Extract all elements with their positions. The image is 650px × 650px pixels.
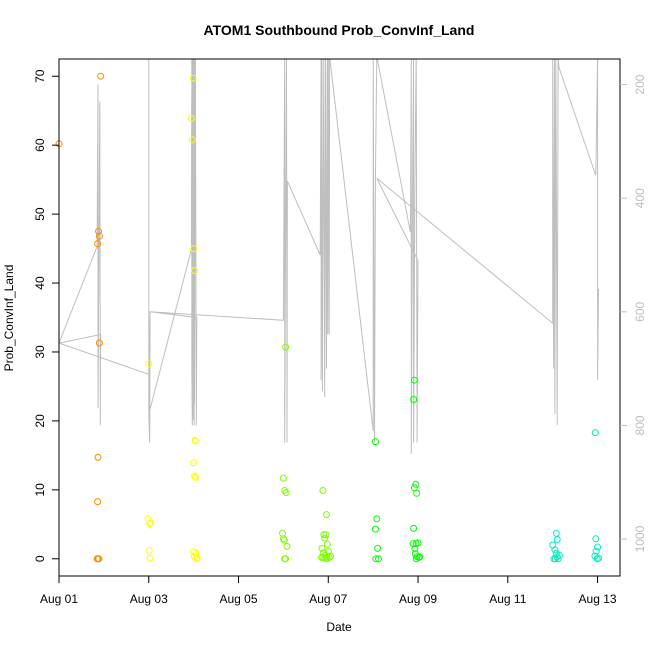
- data-point: [191, 267, 198, 275]
- data-point: [410, 376, 418, 384]
- data-point: [412, 480, 420, 488]
- data-point: [192, 555, 200, 563]
- x-tick-label: Aug 07: [309, 592, 347, 606]
- data-point: [591, 429, 599, 437]
- x-axis-label: Date: [326, 620, 352, 634]
- data-point: [321, 534, 329, 542]
- data-point: [551, 546, 559, 554]
- data-point: [322, 531, 330, 539]
- data-point: [97, 72, 105, 80]
- data-point: [95, 339, 103, 347]
- data-point: [279, 474, 287, 482]
- y-tick-label: 60: [33, 138, 47, 152]
- data-point: [319, 487, 327, 494]
- y-tick-label: 70: [33, 69, 47, 83]
- x-tick-label: Aug 09: [399, 592, 437, 606]
- data-point: [190, 459, 198, 467]
- data-point: [371, 525, 379, 533]
- y2-tick-label: 400: [633, 188, 647, 208]
- data-point: [187, 114, 195, 122]
- data-point: [95, 555, 103, 563]
- trace-line: [59, 59, 599, 454]
- x-tick-label: Aug 11: [489, 592, 526, 606]
- data-point: [592, 535, 600, 543]
- data-point: [323, 540, 331, 548]
- data-point: [595, 554, 602, 562]
- y-tick-label: 0: [33, 555, 47, 562]
- y2-tick-label: 800: [633, 415, 647, 435]
- data-point: [147, 519, 155, 527]
- data-point: [145, 547, 153, 554]
- plot-frame: [58, 58, 621, 577]
- y-tick-label: 20: [33, 414, 47, 428]
- data-point: [282, 343, 290, 351]
- points-layer: [55, 72, 602, 563]
- y2-tick-label: 1000: [633, 525, 647, 552]
- data-point: [94, 498, 102, 506]
- data-point: [145, 360, 153, 368]
- data-point: [95, 227, 102, 235]
- data-point: [190, 245, 198, 253]
- x-tick-label: Aug 01: [40, 592, 78, 606]
- y-tick-label: 40: [33, 276, 47, 290]
- data-point: [372, 555, 380, 563]
- data-point: [188, 136, 196, 144]
- y-tick-label: 10: [33, 483, 47, 497]
- data-point: [323, 555, 331, 563]
- data-point: [412, 555, 420, 563]
- data-point: [551, 555, 559, 563]
- data-point: [189, 74, 197, 82]
- data-point: [555, 551, 563, 559]
- y-tick-label: 30: [33, 345, 47, 359]
- data-point: [318, 544, 326, 552]
- data-point: [594, 543, 602, 551]
- data-point: [371, 438, 379, 446]
- data-point: [283, 542, 291, 550]
- data-point: [146, 554, 154, 562]
- y-tick-label: 50: [33, 207, 47, 221]
- data-point: [191, 472, 198, 480]
- data-point: [191, 437, 199, 445]
- data-point: [282, 555, 290, 563]
- chart-title: ATOM1 Southbound Prob_ConvInf_Land: [204, 22, 475, 38]
- data-point: [279, 535, 287, 543]
- data-point: [94, 453, 102, 461]
- data-point: [375, 555, 382, 563]
- data-point: [553, 536, 561, 543]
- x-tick-label: Aug 03: [130, 592, 168, 606]
- data-point: [373, 515, 381, 523]
- y-axis-label: Prob_ConvInf_Land: [2, 265, 16, 372]
- x-tick-label: Aug 05: [219, 592, 257, 606]
- data-point: [374, 544, 382, 552]
- data-point: [409, 540, 417, 548]
- data-point: [282, 489, 290, 497]
- data-point: [410, 524, 418, 532]
- data-point: [193, 554, 201, 562]
- data-point: [592, 547, 600, 555]
- x-tick-label: Aug 13: [579, 592, 617, 606]
- y2-tick-label: 600: [633, 301, 647, 321]
- data-point: [95, 232, 103, 240]
- data-point: [320, 531, 328, 539]
- data-point: [323, 511, 330, 519]
- data-point: [554, 555, 562, 563]
- data-point: [410, 396, 418, 403]
- y2-tick-label: 200: [633, 74, 647, 94]
- trace-layer: [59, 59, 599, 454]
- data-point: [280, 536, 288, 544]
- data-point: [191, 473, 199, 481]
- data-point: [413, 489, 421, 497]
- data-point: [146, 520, 154, 528]
- data-point: [414, 539, 422, 547]
- data-point: [94, 240, 102, 248]
- data-point: [416, 553, 424, 561]
- axis-layer: Aug 01 Aug 03 Aug 05 Aug 07 Aug 09 Aug 11 Aug …: [33, 69, 647, 606]
